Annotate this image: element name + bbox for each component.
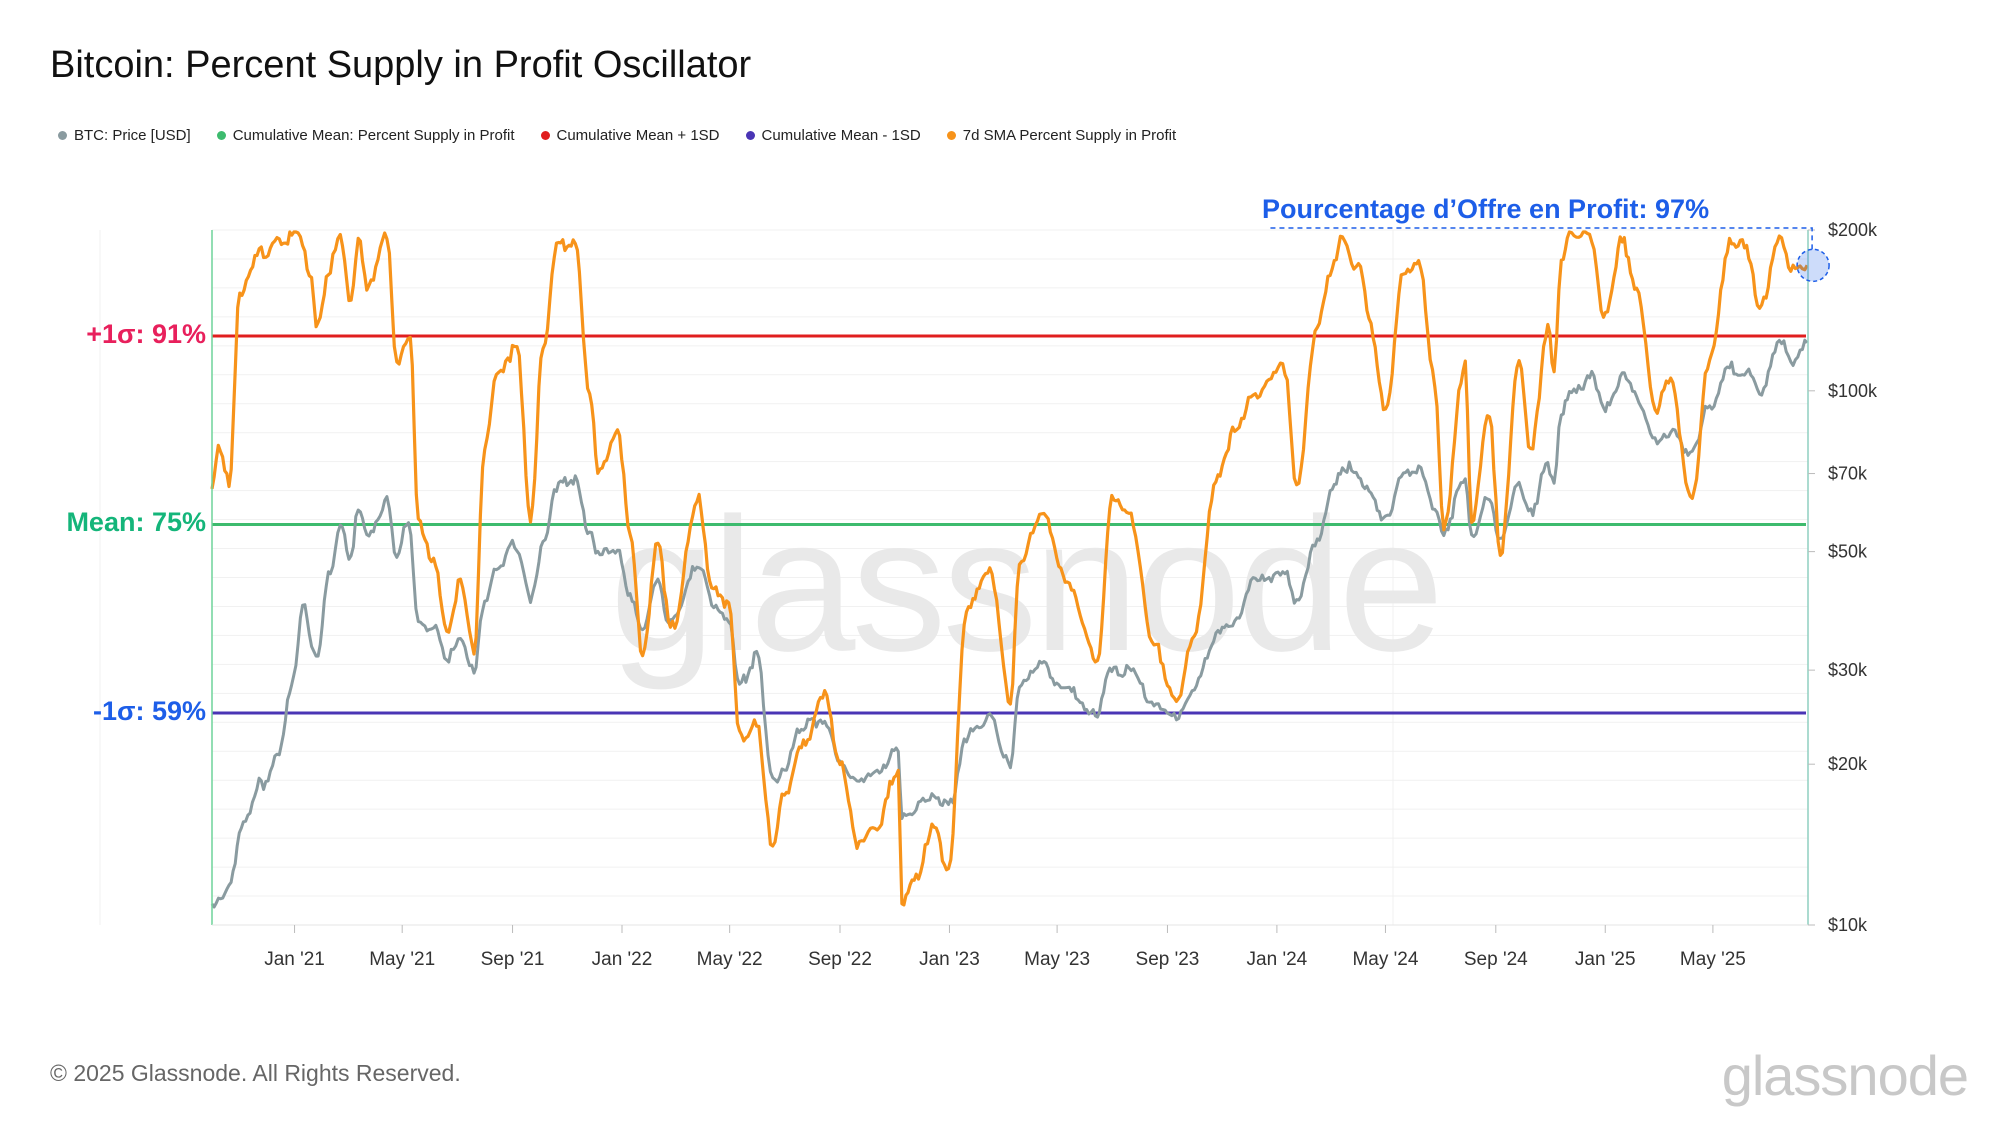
btc-price-line	[210, 338, 1809, 909]
x-tick-label: Sep '23	[1136, 949, 1200, 970]
supply-in-profit-callout: Pourcentage d’Offre en Profit: 97%	[1262, 194, 1710, 224]
legend-label: 7d SMA Percent Supply in Profit	[962, 127, 1177, 144]
chart-title: Bitcoin: Percent Supply in Profit Oscill…	[50, 44, 752, 86]
reference-lines	[212, 334, 1806, 715]
callout-marker	[1268, 227, 1830, 283]
sma-supply-in-profit-line	[210, 230, 1809, 907]
series-layer	[210, 230, 1809, 909]
legend-label: Cumulative Mean: Percent Supply in Profi…	[232, 127, 515, 144]
x-tick-label: May '25	[1680, 949, 1746, 970]
legend-item[interactable]: BTC: Price [USD]	[58, 127, 191, 144]
y-tick-label: $100k	[1828, 381, 1878, 401]
legend-label: Cumulative Mean - 1SD	[761, 127, 921, 144]
plus-sd-label: +1σ: 91%	[86, 319, 206, 350]
x-tick-label: Jan '25	[1575, 949, 1636, 970]
callout-leader-line	[1268, 227, 1813, 250]
x-tick-label: Jan '21	[264, 949, 325, 970]
x-tick-label: Jan '22	[592, 949, 653, 970]
y-tick-label: $200k	[1828, 220, 1878, 240]
x-tick-label: Sep '24	[1464, 949, 1528, 970]
callout-target-circle	[1796, 248, 1830, 283]
legend-item[interactable]: 7d SMA Percent Supply in Profit	[946, 127, 1177, 144]
legend-dot-icon	[216, 131, 226, 140]
x-tick-label: May '21	[369, 949, 435, 970]
x-tick-label: Jan '24	[1247, 949, 1308, 970]
chart-legend: BTC: Price [USD] Cumulative Mean: Percent…	[58, 127, 1176, 144]
x-tick-label: May '23	[1024, 949, 1090, 970]
axes: $10k $20k $30k $50k $70k $100k $200k Jan '21 May…	[211, 220, 1878, 970]
legend-label: BTC: Price [USD]	[74, 127, 191, 144]
y-tick-label: $20k	[1828, 754, 1868, 774]
mean-label: Mean: 75%	[66, 507, 206, 538]
y-tick-label: $30k	[1828, 660, 1868, 680]
chart-watermark: glassnode	[610, 479, 1440, 691]
legend-dot-icon	[946, 131, 956, 140]
legend-dot-icon	[58, 131, 67, 140]
x-tick-label: Jan '23	[919, 949, 980, 970]
legend-item[interactable]: Cumulative Mean + 1SD	[540, 127, 720, 144]
y-tick-label: $70k	[1828, 464, 1868, 484]
x-tick-label: May '24	[1352, 949, 1418, 970]
x-tick-label: Sep '22	[808, 949, 872, 970]
x-tick-label: Sep '21	[481, 949, 545, 970]
copyright-footer: © 2025 Glassnode. All Rights Reserved.	[50, 1060, 461, 1086]
legend-item[interactable]: Cumulative Mean - 1SD	[745, 127, 921, 144]
legend-dot-icon	[745, 131, 755, 140]
minus-sd-label: -1σ: 59%	[92, 695, 206, 726]
legend-label: Cumulative Mean + 1SD	[556, 127, 720, 144]
y-tick-label: $50k	[1828, 542, 1868, 562]
glassnode-logo: glassnode	[1721, 1044, 1969, 1107]
legend-item[interactable]: Cumulative Mean: Percent Supply in Profi…	[216, 127, 515, 144]
y-tick-label: $10k	[1828, 915, 1868, 935]
legend-dot-icon	[540, 131, 550, 140]
x-tick-label: May '22	[697, 949, 763, 970]
